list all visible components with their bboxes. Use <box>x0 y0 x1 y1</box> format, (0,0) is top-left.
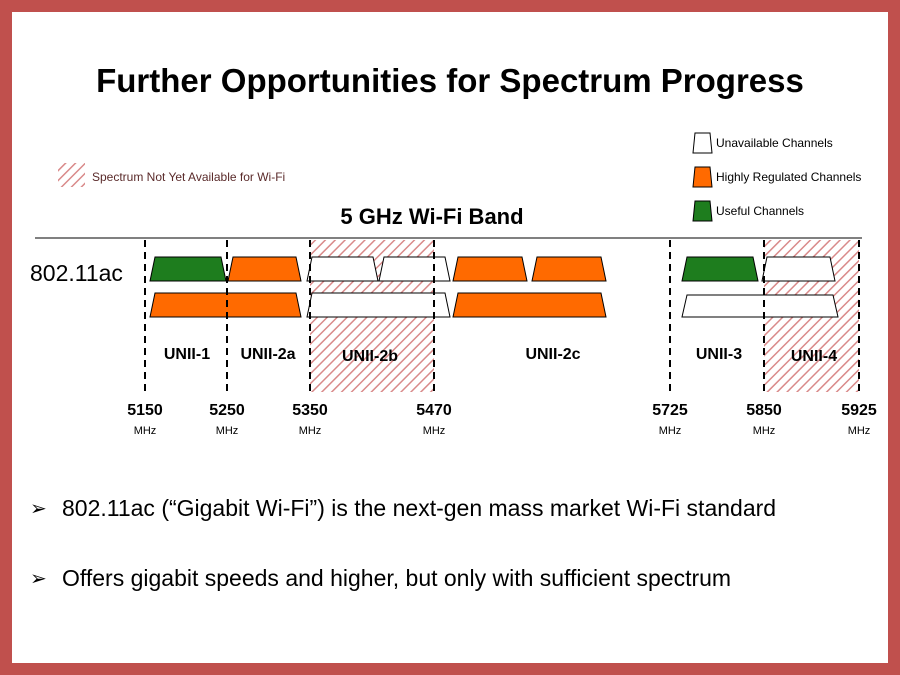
bullet-text-2: Offers gigabit speeds and higher, but on… <box>62 565 732 591</box>
channel-row2-unii2b <box>306 292 451 318</box>
row-label: 802.11ac <box>30 260 123 286</box>
unit-label-5350: MHz <box>299 425 322 437</box>
freq-label-5350: 5350 <box>292 402 328 419</box>
channel-row1-unii2c-1 <box>452 256 528 282</box>
freq-label-5850: 5850 <box>746 402 782 419</box>
legend-unavailable-swatch <box>692 132 713 154</box>
unit-label-5925: MHz <box>848 425 871 437</box>
band-label-unii4: UNII-4 <box>791 348 837 365</box>
channel-row1-unii2a <box>227 256 302 282</box>
channel-row1-unii2b-2 <box>378 256 451 282</box>
freq-label-5725: 5725 <box>652 402 688 419</box>
freq-label-5150: 5150 <box>127 402 163 419</box>
legend-useful-label: Useful Channels <box>716 204 804 218</box>
unit-label-5150: MHz <box>134 425 157 437</box>
channel-row2-unii3-4 <box>681 294 839 318</box>
channel-row1-unii2b-1 <box>306 256 379 282</box>
band-label-unii1: UNII-1 <box>164 346 210 363</box>
freq-label-5925: 5925 <box>841 402 877 419</box>
band-label-unii3: UNII-3 <box>696 346 742 363</box>
bullet-text-1: 802.11ac (“Gigabit Wi-Fi”) is the next-g… <box>62 495 777 521</box>
slide-title: Further Opportunities for Spectrum Progr… <box>96 62 804 99</box>
band-label-unii2a: UNII-2a <box>240 346 295 363</box>
unit-label-5725: MHz <box>659 425 682 437</box>
unit-label-5250: MHz <box>216 425 239 437</box>
band-label-unii2c: UNII-2c <box>525 346 580 363</box>
arrow-bullet-icon: ➢ <box>30 568 47 590</box>
freq-label-5470: 5470 <box>416 402 452 419</box>
unit-label-5470: MHz <box>423 425 446 437</box>
unit-label-5850: MHz <box>753 425 776 437</box>
channel-row1-unii4 <box>761 256 836 282</box>
band-label-unii2b: UNII-2b <box>342 348 398 365</box>
channel-row1-unii2c-2 <box>531 256 607 282</box>
channel-row2-unii2c <box>452 292 607 318</box>
slide-background <box>12 12 888 663</box>
legend-hatch-swatch <box>58 163 85 187</box>
channel-row2-unii1-2a <box>149 292 302 318</box>
legend-useful-swatch <box>692 200 713 222</box>
bullet-item-1: ➢ 802.11ac (“Gigabit Wi-Fi”) is the next… <box>30 495 776 522</box>
band-title: 5 GHz Wi-Fi Band <box>340 204 523 229</box>
legend-regulated-swatch <box>692 166 713 188</box>
legend-regulated-label: Highly Regulated Channels <box>716 170 861 184</box>
channel-row1-unii3 <box>681 256 759 282</box>
channel-row1-unii1 <box>149 256 227 282</box>
legend-unavailable-label: Unavailable Channels <box>716 136 833 150</box>
legend-not-available-label: Spectrum Not Yet Available for Wi-Fi <box>92 170 285 184</box>
freq-label-5250: 5250 <box>209 402 245 419</box>
bullet-item-2: ➢ Offers gigabit speeds and higher, but … <box>30 565 731 592</box>
arrow-bullet-icon: ➢ <box>30 498 47 520</box>
